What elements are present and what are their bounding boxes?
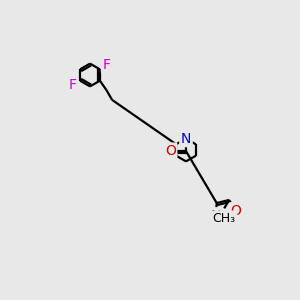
Text: O: O bbox=[165, 144, 176, 158]
Text: F: F bbox=[69, 78, 76, 92]
Text: O: O bbox=[230, 204, 241, 218]
Text: CH₃: CH₃ bbox=[213, 212, 236, 225]
Text: N: N bbox=[211, 209, 221, 223]
Text: F: F bbox=[103, 58, 110, 72]
Text: N: N bbox=[181, 132, 191, 145]
